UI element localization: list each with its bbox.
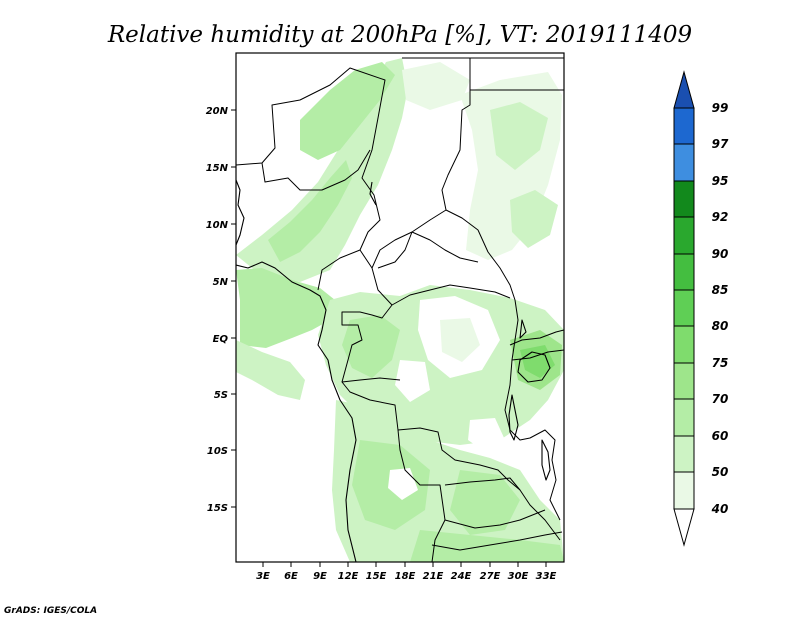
lat-tick-label: 15N [206, 163, 229, 174]
colorbar-top-triangle [673, 70, 695, 109]
country-borders [236, 57, 564, 562]
colorbar-segment [673, 253, 695, 291]
lat-tick-label: 5S [214, 390, 228, 401]
colorbar-label: 92 [712, 210, 729, 224]
colorbar-label: 70 [712, 392, 729, 406]
humidity-shading [236, 58, 564, 562]
colorbar-segment [673, 180, 695, 218]
lat-tick-label: 10N [206, 220, 229, 231]
lon-tick-label: 30E [508, 571, 529, 582]
lat-tick-label: 5N [213, 277, 229, 288]
colorbar-segment [673, 398, 695, 437]
lon-tick-label: 24E [451, 571, 472, 582]
colorbar-label: 60 [712, 429, 729, 443]
lon-tick-label: 3E [256, 571, 270, 582]
colorbar-label: 95 [712, 174, 729, 188]
colorbar-segment [673, 143, 695, 182]
map-frame [235, 52, 565, 563]
colorbar-label: 97 [712, 137, 729, 151]
colorbar-segment [673, 362, 695, 400]
colorbar-label: 80 [712, 319, 729, 333]
colorbar-label: 75 [712, 356, 729, 370]
colorbar: 40 50 60 70 75 80 85 90 92 95 97 99 [673, 70, 729, 547]
lat-tick-label: 20N [206, 106, 229, 117]
colorbar-segment [673, 289, 695, 327]
longitude-axis: 3E 6E 9E 12E 15E 18E 21E 24E 27E 30E 33E [256, 562, 557, 582]
lon-tick-label: 9E [313, 571, 327, 582]
lon-tick-label: 15E [366, 571, 387, 582]
colorbar-label: 50 [712, 465, 729, 479]
lat-tick-label: EQ [213, 334, 229, 345]
lat-tick-label: 10S [207, 446, 228, 457]
lon-tick-label: 6E [284, 571, 298, 582]
colorbar-segment [673, 107, 695, 145]
lon-tick-label: 12E [338, 571, 359, 582]
colorbar-segment [673, 325, 695, 364]
grads-credit: GrADS: IGES/COLA [4, 606, 97, 616]
colorbar-segment [673, 471, 695, 510]
coastline [236, 179, 377, 562]
lon-tick-label: 21E [423, 571, 444, 582]
colorbar-label: 85 [712, 283, 729, 297]
lon-tick-label: 27E [480, 571, 501, 582]
colorbar-segment [673, 216, 695, 255]
page-title: Relative humidity at 200hPa [%], VT: 201… [107, 22, 692, 48]
lat-tick-label: 15S [207, 503, 228, 514]
lon-tick-label: 33E [536, 571, 557, 582]
colorbar-bottom-triangle [673, 508, 695, 547]
lakes [508, 319, 551, 481]
colorbar-label: 99 [712, 101, 729, 115]
colorbar-segment [673, 435, 695, 473]
colorbar-label: 90 [712, 247, 729, 261]
latitude-axis: 20N 15N 10N 5N EQ 5S 10S 15S [206, 106, 236, 514]
lon-tick-label: 18E [395, 571, 416, 582]
map-panel [235, 52, 565, 563]
colorbar-label: 40 [711, 502, 729, 516]
